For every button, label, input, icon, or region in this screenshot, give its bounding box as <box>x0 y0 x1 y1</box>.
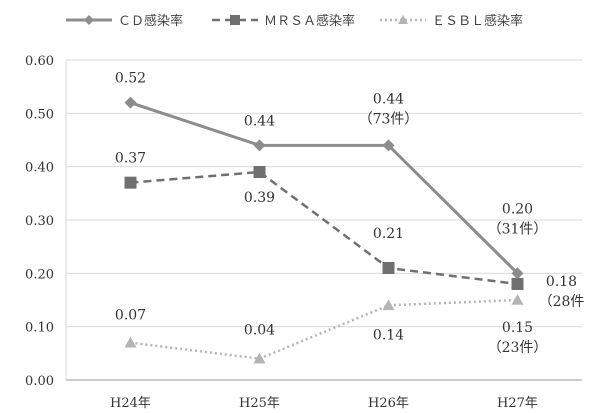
data-point <box>124 96 137 109</box>
data-label: 0.52 <box>115 71 146 87</box>
x-tick-label: H27年 <box>497 396 538 411</box>
data-label: 0.14 <box>373 327 404 343</box>
data-point <box>382 139 395 152</box>
data-point <box>511 294 524 305</box>
series-line-3 <box>130 298 518 360</box>
data-point <box>253 352 266 364</box>
data-label: 0.04 <box>244 323 275 339</box>
series-line-2 <box>130 170 518 286</box>
data-label: 0.39 <box>244 190 275 206</box>
data-point <box>511 267 524 280</box>
y-tick-label: 0.40 <box>25 161 54 176</box>
legend-marker-2 <box>230 15 240 25</box>
legend: ＣＤ感染率 ＭＲＳＡ感染率 ＥＳＢＬ感染率 <box>66 13 523 29</box>
series-lines <box>130 101 519 360</box>
data-label: 0.21 <box>373 226 404 242</box>
y-tick-label: 0.20 <box>25 267 54 282</box>
data-point <box>253 139 266 152</box>
data-label: 0.07 <box>115 308 146 324</box>
gridlines <box>65 59 582 381</box>
series-line-1 <box>130 101 519 275</box>
data-point <box>382 299 395 311</box>
y-tick-label: 0.10 <box>25 321 54 336</box>
data-point <box>511 278 524 290</box>
data-point <box>382 262 395 274</box>
plot-area: 0.00 0.10 0.20 0.30 0.40 0.50 0.60 H24年 H25年 H26… <box>25 54 584 411</box>
data-label: 0.37 <box>115 151 146 167</box>
data-label: 0.20 <box>502 201 533 217</box>
data-label: 0.15 <box>502 320 533 336</box>
data-label: （28件 <box>539 294 585 310</box>
legend-marker-3 <box>398 15 408 24</box>
legend-label-2: ＭＲＳＡ感染率 <box>264 13 355 29</box>
data-label: 0.44 <box>244 113 275 129</box>
data-point <box>124 336 137 348</box>
x-tick-label: H24年 <box>110 396 151 411</box>
data-point <box>253 166 266 178</box>
x-tick-label: H26年 <box>368 396 409 411</box>
data-labels: 0.52 0.44 0.44 （73件） 0.20 （31件） 0.37 0.39 0.21 0.… <box>115 71 585 356</box>
legend-label-1: ＣＤ感染率 <box>118 13 183 29</box>
y-tick-label: 0.00 <box>25 374 54 389</box>
legend-label-3: ＥＳＢＬ感染率 <box>432 13 523 29</box>
x-axis: H24年 H25年 H26年 H27年 <box>110 396 538 411</box>
y-tick-label: 0.60 <box>25 54 54 69</box>
y-tick-label: 0.30 <box>25 214 54 229</box>
data-label: （23件） <box>488 340 548 356</box>
data-point <box>124 176 137 189</box>
series-markers <box>124 96 524 364</box>
legend-marker-1 <box>84 15 94 25</box>
x-tick-label: H25年 <box>239 396 280 411</box>
data-label: 0.44 <box>373 91 404 107</box>
data-label: （73件） <box>359 111 419 127</box>
data-label: 0.18 <box>546 274 577 290</box>
y-tick-label: 0.50 <box>25 107 54 122</box>
data-label: （31件） <box>488 221 548 237</box>
y-axis: 0.00 0.10 0.20 0.30 0.40 0.50 0.60 <box>25 54 54 389</box>
